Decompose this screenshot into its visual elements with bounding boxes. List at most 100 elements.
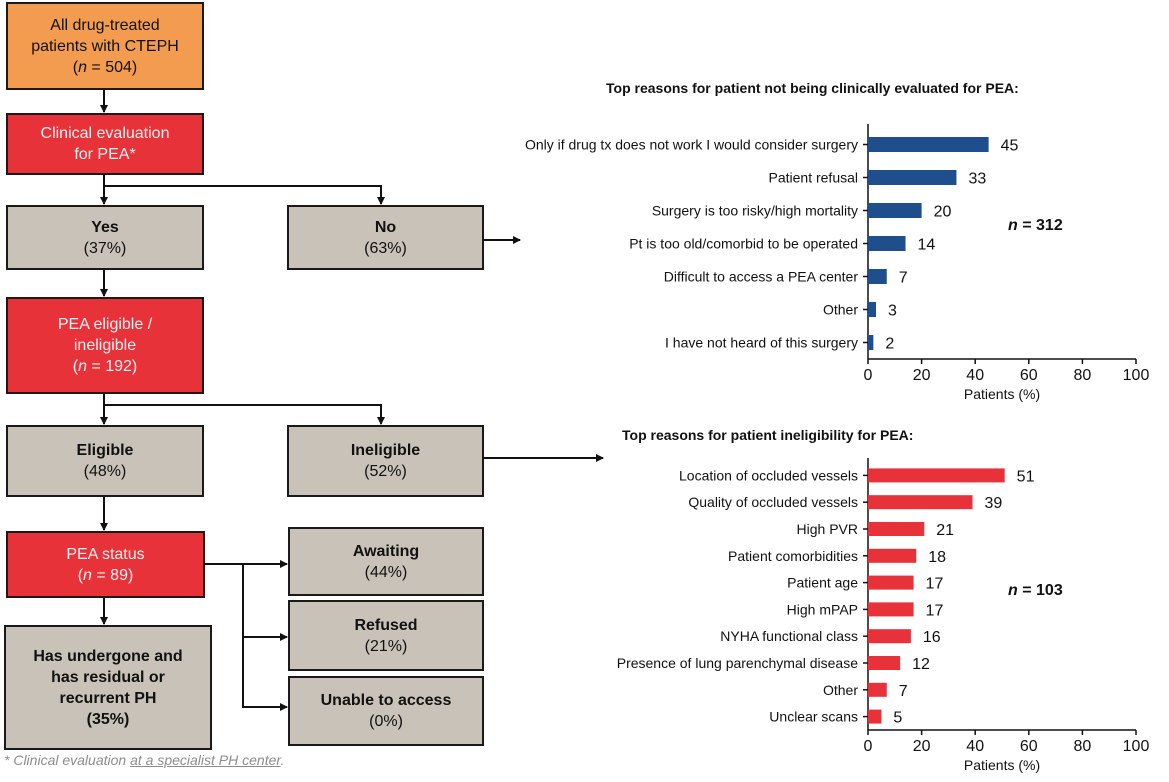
- no-box: No (63%): [287, 205, 484, 270]
- unable-to-access-box: Unable to access (0%): [288, 676, 484, 746]
- unable-pct: (0%): [369, 713, 403, 730]
- x-tick-label: 0: [864, 367, 873, 384]
- n-annotation: n = 103: [1008, 582, 1063, 599]
- x-tick-label: 0: [864, 738, 873, 755]
- category-label: Patient comorbidities: [728, 548, 858, 564]
- bar: [868, 602, 914, 617]
- n-annotation: n = 312: [1008, 217, 1063, 234]
- category-label: Pt is too old/comorbid to be operated: [629, 236, 858, 252]
- bar: [868, 335, 874, 350]
- bar: [868, 656, 901, 670]
- chart-not-evaluated: 0 20 40 60 80 100 Patients (%) Only if drug tx …: [525, 124, 1150, 402]
- awaiting-box: Awaiting (44%): [288, 527, 484, 596]
- bar: [868, 269, 887, 284]
- bar: [868, 468, 1005, 483]
- category-label: Location of occluded vessels: [679, 467, 858, 483]
- clinical-evaluation-box: Clinical evaluation for PEA*: [6, 113, 204, 175]
- undergone-line3: recurrent PH: [59, 689, 157, 707]
- eligible-box: Eligible (48%): [6, 425, 204, 497]
- refused-label: Refused: [354, 616, 418, 634]
- yes-label: Yes: [91, 218, 119, 236]
- bar: [868, 548, 917, 563]
- bar-value-label: 16: [923, 629, 941, 646]
- footnote: * Clinical evaluation at a specialist PH…: [4, 752, 285, 768]
- x-tick-label: 20: [913, 367, 931, 384]
- category-label: High PVR: [797, 521, 858, 537]
- bar: [868, 203, 922, 218]
- chart1-title: Top reasons for patient not being clinic…: [606, 80, 1019, 96]
- refused-box: Refused (21%): [288, 600, 484, 671]
- bar: [868, 236, 906, 251]
- bar: [868, 170, 957, 185]
- yes-pct: (37%): [83, 239, 127, 257]
- bar-value-label: 3: [888, 303, 897, 320]
- bar: [868, 709, 882, 724]
- category-label: Other: [823, 302, 858, 318]
- all-patients-n: (n = 504): [72, 58, 138, 76]
- bar-value-label: 2: [885, 336, 894, 353]
- pea-elig-line1: PEA eligible /: [57, 316, 153, 333]
- category-label: Patient refusal: [769, 170, 859, 186]
- pea-status-n: (n = 89): [77, 566, 134, 584]
- clinical-eval-line2: for PEA*: [74, 146, 136, 163]
- bar-value-label: 18: [928, 549, 946, 566]
- pea-elig-line2: ineligible: [73, 337, 137, 354]
- bar-value-label: 7: [899, 270, 908, 287]
- pea-elig-n: (n = 192): [72, 358, 138, 375]
- x-tick-label: 80: [1074, 367, 1092, 384]
- bar: [868, 302, 877, 317]
- undergone-line2: has residual or: [51, 668, 165, 686]
- bar-value-label: 17: [926, 602, 944, 619]
- bar: [868, 575, 914, 590]
- all-patients-line2: patients with CTEPH: [31, 37, 179, 55]
- bar-value-label: 17: [926, 576, 944, 593]
- category-label: NYHA functional class: [720, 628, 858, 644]
- category-label: Difficult to access a PEA center: [664, 269, 859, 285]
- pea-eligibility-box: PEA eligible / ineligible (n = 192): [6, 297, 204, 394]
- awaiting-pct: (44%): [364, 563, 408, 581]
- x-tick-label: 100: [1123, 738, 1150, 755]
- category-label: High mPAP: [787, 601, 858, 617]
- chart2-title: Top reasons for patient ineligibility fo…: [622, 427, 914, 443]
- bar-value-label: 39: [985, 495, 1003, 512]
- ineligible-label: Ineligible: [350, 442, 421, 459]
- no-pct: (63%): [364, 239, 407, 257]
- awaiting-label: Awaiting: [352, 542, 420, 560]
- category-label: Only if drug tx does not work I would co…: [525, 137, 858, 153]
- ineligible-box: Ineligible (52%): [287, 425, 484, 497]
- category-label: Quality of occluded vessels: [688, 494, 858, 510]
- bar: [868, 137, 989, 152]
- category-label: Presence of lung parenchymal disease: [617, 655, 858, 671]
- pea-status-line1: PEA status: [66, 545, 145, 563]
- x-tick-label: 100: [1123, 367, 1150, 384]
- x-tick-label: 20: [913, 738, 931, 755]
- x-tick-label: 40: [966, 738, 984, 755]
- x-axis-title: Patients (%): [964, 757, 1040, 773]
- bar-value-label: 7: [899, 683, 908, 700]
- x-tick-label: 60: [1020, 738, 1038, 755]
- all-patients-box: All drug-treated patients with CTEPH (n …: [6, 2, 204, 90]
- undergone-pct: (35%): [86, 710, 130, 728]
- bar-value-label: 51: [1017, 468, 1035, 485]
- bar-value-label: 5: [893, 710, 902, 727]
- yes-box: Yes (37%): [6, 205, 204, 270]
- category-label: Unclear scans: [769, 709, 858, 725]
- ineligible-pct: (52%): [364, 463, 407, 480]
- x-axis-title: Patients (%): [964, 386, 1040, 402]
- all-patients-line1: All drug-treated: [50, 16, 160, 34]
- clinical-eval-line1: Clinical evaluation: [40, 125, 170, 142]
- bar-value-label: 12: [912, 656, 930, 673]
- category-label: Other: [823, 682, 858, 698]
- refused-pct: (21%): [364, 637, 408, 655]
- pea-status-box: PEA status (n = 89): [6, 531, 205, 598]
- bar-value-label: 20: [934, 204, 952, 221]
- x-tick-label: 40: [966, 367, 984, 384]
- unable-label: Unable to access: [320, 692, 452, 709]
- category-label: I have not heard of this surgery: [665, 335, 858, 351]
- bar-value-label: 45: [1001, 138, 1019, 155]
- eligible-pct: (48%): [83, 463, 127, 480]
- x-tick-label: 60: [1020, 367, 1038, 384]
- eligible-label: Eligible: [76, 442, 134, 459]
- category-label: Patient age: [787, 575, 858, 591]
